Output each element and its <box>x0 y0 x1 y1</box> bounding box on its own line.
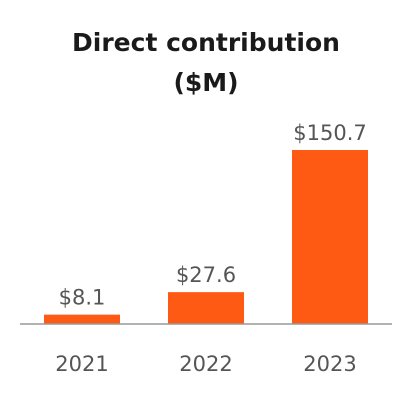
value-label-2021: $8.1 <box>59 286 106 310</box>
x-tick-label-2021: 2021 <box>55 352 108 376</box>
bar-2023 <box>292 150 368 324</box>
bar-2021 <box>44 314 120 324</box>
chart-title: Direct contribution <box>72 28 340 57</box>
x-tick-labels-group: 2021 2022 2023 <box>55 352 356 376</box>
chart-subtitle-unit: ($M) <box>173 68 239 97</box>
bar-2022 <box>168 292 244 324</box>
x-tick-label-2022: 2022 <box>179 352 232 376</box>
value-labels-group: $8.1 $27.6 $150.7 <box>59 121 367 310</box>
value-label-2023: $150.7 <box>293 121 366 145</box>
value-label-2022: $27.6 <box>176 263 236 287</box>
bars-group <box>44 150 368 324</box>
x-tick-label-2023: 2023 <box>303 352 356 376</box>
